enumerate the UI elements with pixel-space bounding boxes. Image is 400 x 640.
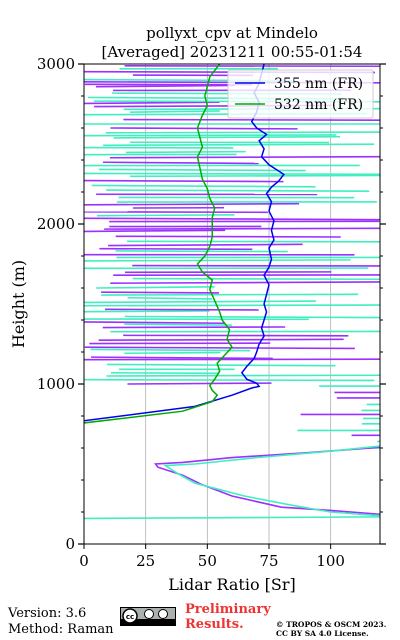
noise-trace: [102, 161, 259, 165]
noise-trace: [124, 351, 221, 355]
series-lines: [84, 64, 285, 424]
noise-trace: [104, 227, 380, 230]
x-tick-label: 0: [79, 552, 89, 570]
chart-title: pollyxt_cpv at Mindelo: [146, 24, 318, 42]
noise-trace: [125, 150, 246, 154]
legend: 355 nm (FR) 532 nm (FR): [227, 69, 374, 119]
noise-trace: [98, 168, 306, 172]
noise-trace: [110, 371, 220, 375]
noise-trace: [127, 296, 213, 300]
noise-trace: [127, 382, 272, 385]
y-tick-label: 2000: [37, 215, 75, 233]
noise-trace: [124, 323, 232, 326]
noise-trace: [105, 131, 380, 134]
series-line-532nm: [84, 64, 233, 424]
noise-trace: [110, 281, 380, 285]
x-tick-label: 25: [136, 552, 155, 570]
noise-trace: [84, 172, 380, 176]
noise-trace: [84, 134, 337, 137]
noise-trace: [103, 143, 375, 147]
noise-trace: [91, 184, 316, 188]
noise-trace: [115, 250, 288, 253]
noise-trace: [84, 378, 375, 382]
noise-trace: [106, 374, 380, 377]
noise-trace: [90, 348, 251, 352]
noise-trace: [124, 64, 380, 68]
x-axis-label: Lidar Ratio [Sr]: [168, 575, 296, 594]
noise-trace: [84, 229, 226, 233]
noise-trace: [84, 217, 380, 221]
noise-trace: [95, 84, 235, 88]
noise-trace: [101, 291, 219, 294]
noise-trace: [84, 321, 225, 325]
noise-loop: [153, 446, 380, 516]
noise-trace: [84, 101, 220, 105]
noise-trace: [84, 179, 284, 183]
legend-label-532: 532 nm (FR): [274, 97, 363, 113]
noise-trace: [84, 202, 300, 206]
noise-trace: [101, 293, 359, 296]
noise-trace: [106, 363, 336, 367]
y-tick-label: 3000: [37, 55, 75, 73]
noise-trace: [98, 338, 344, 341]
x-tick-label: 50: [198, 552, 217, 570]
version-info: Version: 3.6 Method: Raman: [8, 606, 114, 637]
x-tick-label: 100: [316, 552, 345, 570]
noisy-lidar-ratio-traces: [84, 64, 380, 520]
noise-trace: [127, 240, 380, 243]
noise-trace: [110, 127, 298, 130]
noise-trace: [106, 189, 370, 193]
svg-text:cc: cc: [126, 613, 134, 621]
noise-trace: [96, 214, 235, 217]
noise-trace: [129, 110, 220, 113]
noise-trace: [108, 243, 303, 247]
noise-trace: [104, 308, 259, 311]
noise-trace: [113, 135, 340, 139]
y-tick-label: 1000: [37, 375, 75, 393]
noise-trace: [84, 310, 210, 313]
noise-trace: [84, 358, 380, 361]
y-axis-label: Height (m): [9, 260, 28, 348]
noise-trace: [130, 174, 380, 178]
noise-loop: [162, 445, 380, 517]
noise-trace: [84, 346, 355, 350]
noise-trace: [84, 300, 316, 304]
y-tick-label: 0: [65, 535, 75, 553]
legend-label-355: 355 nm (FR): [274, 76, 363, 92]
series-line-355nm: [84, 64, 285, 422]
noise-trace: [84, 516, 380, 520]
noise-trace: [84, 304, 380, 307]
copyright-notice: © TROPOS & OSCM 2023. CC BY SA 4.0 Licens…: [276, 620, 387, 638]
noise-trace: [109, 155, 380, 159]
chart-subtitle: [Averaged] 20231211 00:55-01:54: [102, 43, 363, 61]
noise-trace: [102, 326, 286, 329]
noise-trace: [84, 259, 351, 262]
noise-trace: [91, 356, 273, 360]
noise-trace: [124, 315, 380, 319]
noise-trace: [115, 235, 341, 238]
cc-by-sa-icon: cc: [120, 607, 176, 626]
preliminary-results-note: Preliminary Results.: [185, 602, 271, 632]
plot-frame: [83, 63, 381, 545]
noise-trace: [99, 247, 253, 251]
noise-trace: [96, 286, 215, 289]
noise-trace: [132, 277, 380, 281]
x-tick-label: 75: [259, 552, 278, 570]
